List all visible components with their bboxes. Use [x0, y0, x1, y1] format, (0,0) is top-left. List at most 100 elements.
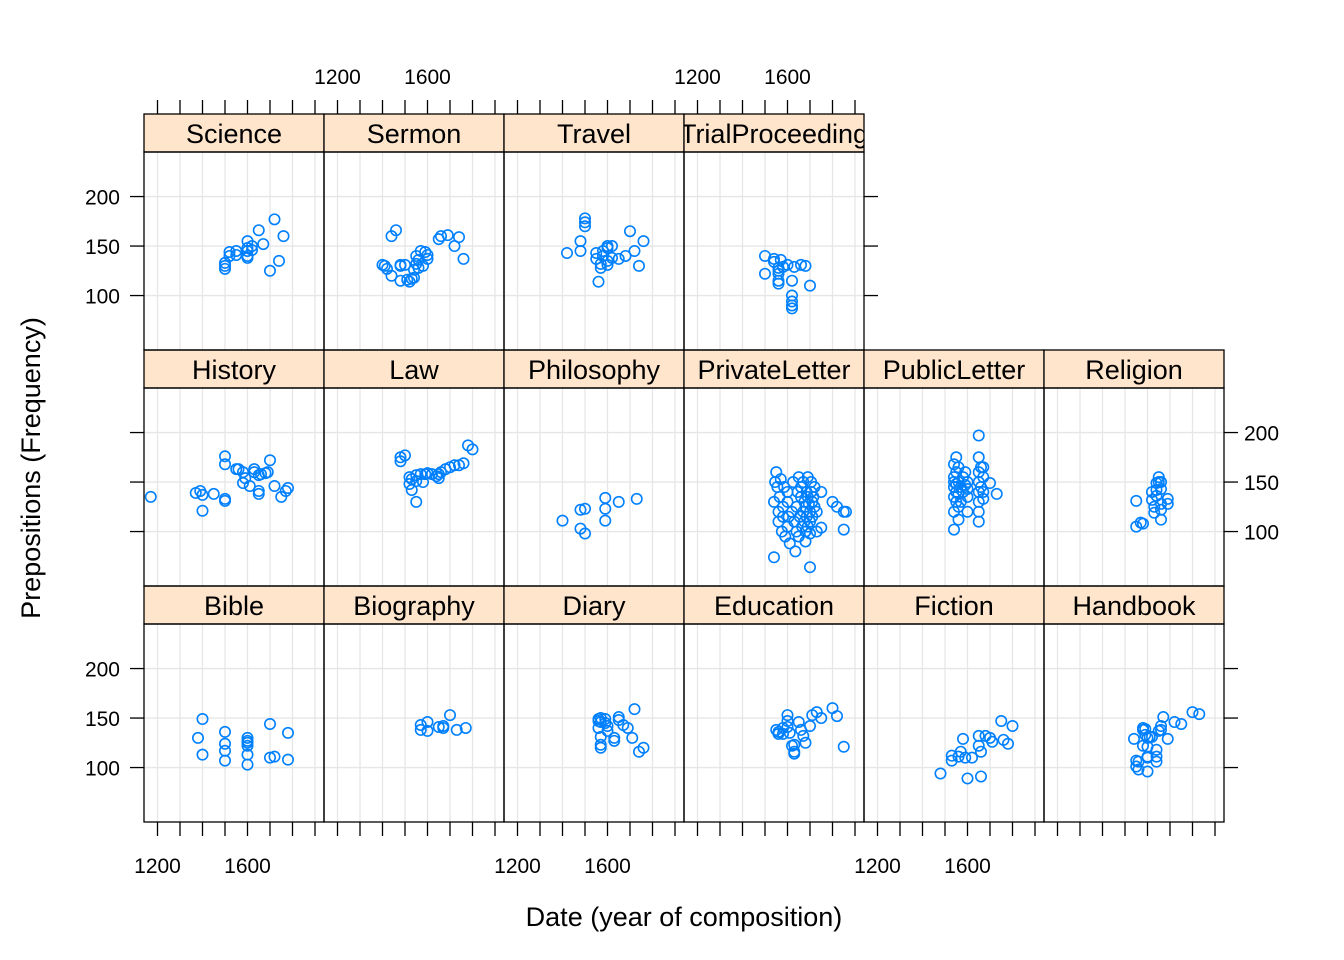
data-point [1130, 494, 1143, 507]
y-tick-label: 200 [85, 659, 120, 682]
data-point [623, 225, 636, 238]
data-point [799, 736, 812, 749]
data-point [219, 737, 232, 750]
data-point [255, 468, 268, 481]
data-point [621, 721, 634, 734]
data-point [605, 240, 618, 253]
data-point [457, 252, 470, 265]
data-point [972, 515, 985, 528]
data-point [243, 480, 256, 493]
strip-handbook [1043, 585, 1225, 625]
strip-label-fiction: Fiction [914, 591, 994, 621]
data-point [789, 545, 802, 558]
data-point [632, 259, 645, 272]
strip-law [323, 349, 505, 389]
strip-label-science: Science [186, 119, 282, 149]
data-point [421, 724, 434, 737]
strip-label-private-letter: PrivateLetter [697, 355, 850, 385]
panel-frame-philosophy [503, 387, 685, 587]
data-point [1148, 500, 1161, 513]
data-point [281, 481, 294, 494]
data-point [945, 754, 958, 767]
data-point [421, 252, 434, 265]
strip-travel [503, 113, 685, 153]
data-point [1193, 708, 1206, 721]
data-point [394, 274, 407, 287]
data-point [1155, 476, 1168, 489]
data-point [432, 720, 445, 733]
data-point [578, 212, 591, 225]
panel-points-diary [592, 703, 650, 758]
data-point [758, 267, 771, 280]
data-point [599, 713, 612, 726]
data-point [398, 258, 411, 271]
data-point [578, 220, 591, 233]
data-point [612, 252, 625, 265]
data-point [263, 264, 276, 277]
data-point [594, 261, 607, 274]
data-point [378, 259, 391, 272]
y-tick-label: 150 [85, 708, 120, 731]
data-point [421, 248, 434, 261]
data-point [628, 703, 641, 716]
panel-points-sermon [376, 224, 470, 288]
data-point [608, 734, 621, 747]
panel-points-history [144, 450, 294, 517]
y-axis-title: Prepositions (Frequency) [16, 317, 46, 619]
data-point [403, 471, 416, 484]
data-point [196, 488, 209, 501]
data-point [612, 495, 625, 508]
data-point [246, 240, 259, 253]
data-point [410, 469, 423, 482]
panel-points-science [219, 213, 290, 277]
data-point [398, 449, 411, 462]
data-point [421, 716, 434, 729]
data-point [414, 718, 427, 731]
panel-frame-trial-proceeding [683, 151, 865, 351]
data-point [781, 715, 794, 728]
data-point [961, 505, 974, 518]
data-point [972, 451, 985, 464]
data-point [605, 251, 618, 264]
data-point [1150, 755, 1163, 768]
y-tick-label: 200 [85, 187, 120, 210]
data-point [934, 767, 947, 780]
y-tick-label: 100 [1244, 522, 1279, 545]
panel-points-religion [1130, 471, 1174, 533]
data-point [556, 514, 569, 527]
data-point [995, 715, 1008, 728]
data-point [774, 473, 787, 486]
data-point [394, 259, 407, 272]
data-point [441, 229, 454, 242]
data-point [252, 224, 265, 237]
data-point [192, 731, 205, 744]
data-point [1001, 737, 1014, 750]
panel-frame-bible [143, 623, 325, 823]
panel-points-travel [560, 212, 650, 288]
data-point [803, 527, 816, 540]
data-point [219, 754, 232, 767]
panel-points-fiction [934, 715, 1019, 785]
data-point [972, 429, 985, 442]
strip-label-travel: Travel [557, 119, 631, 149]
data-point [594, 741, 607, 754]
data-point [815, 521, 828, 534]
data-point [407, 271, 420, 284]
x-tick-label: 1200 [314, 66, 361, 89]
data-point [230, 248, 243, 261]
data-point [977, 485, 990, 498]
points-layer [144, 212, 1206, 785]
strip-sermon [323, 113, 505, 153]
data-point [448, 459, 461, 472]
data-point [792, 716, 805, 729]
data-point [767, 551, 780, 564]
data-point [972, 739, 985, 752]
data-point [1141, 765, 1154, 778]
x-tick-label: 1600 [224, 855, 271, 878]
data-point [574, 245, 587, 258]
data-point [223, 245, 236, 258]
data-point [252, 487, 265, 500]
panel-points-bible [192, 713, 294, 771]
panel-points-public-letter [947, 429, 1003, 536]
